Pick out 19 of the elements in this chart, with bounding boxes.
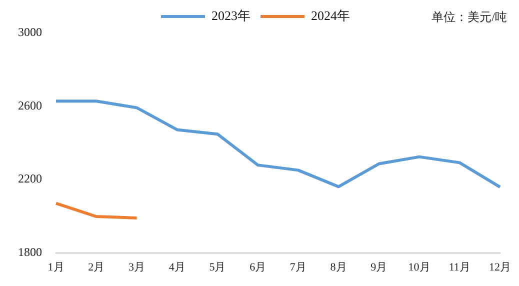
legend-label: 2024年	[311, 8, 350, 23]
x-tick-label: 8月	[330, 261, 347, 274]
x-tick-label: 10月	[408, 261, 430, 274]
y-tick-label: 3000	[18, 25, 42, 40]
x-tick-label: 9月	[370, 261, 388, 274]
x-tick-label: 2月	[88, 261, 105, 274]
y-tick-label: 2200	[18, 172, 42, 186]
x-tick-label: 6月	[250, 261, 266, 274]
legend-label: 2023年	[212, 8, 250, 23]
x-tick-label: 11月	[448, 261, 470, 274]
x-tick-label: 12月	[489, 261, 511, 274]
x-tick-label: 1月	[48, 261, 64, 274]
x-tick-label: 4月	[168, 261, 186, 274]
x-tick-label: 7月	[290, 261, 306, 274]
x-tick-label: 5月	[209, 261, 226, 274]
x-tick-label: 3月	[128, 261, 145, 274]
y-tick-label: 1800	[18, 244, 42, 259]
y-tick-label: 2600	[18, 98, 42, 112]
text: 单位：美元/吨	[432, 10, 507, 24]
